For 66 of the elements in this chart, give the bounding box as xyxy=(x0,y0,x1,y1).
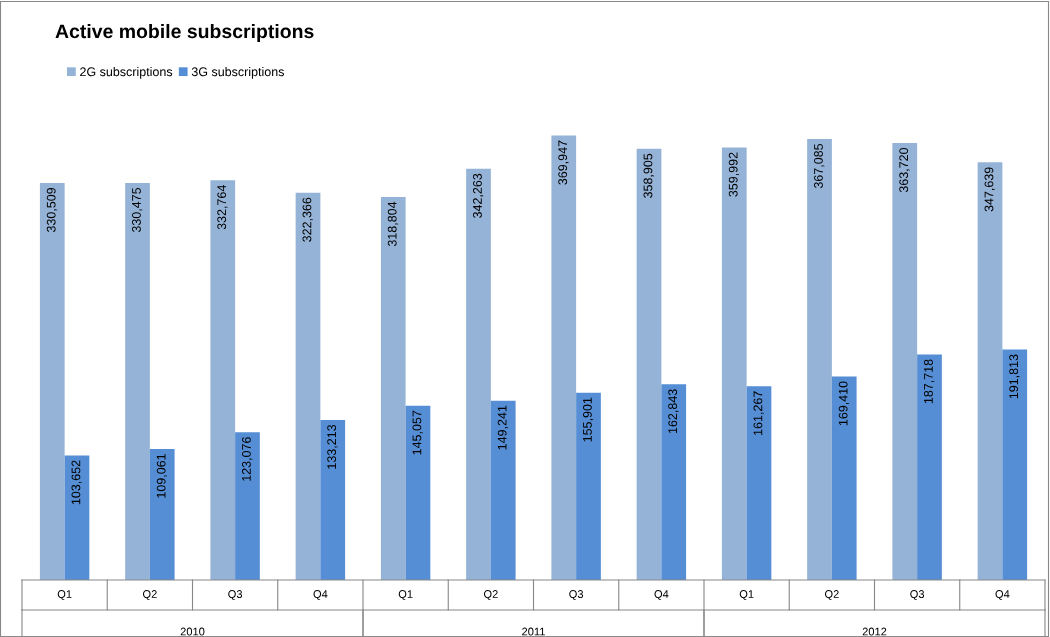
bar xyxy=(39,182,65,580)
bar xyxy=(977,162,1003,580)
x-tick-label: Q4 xyxy=(313,590,328,600)
x-tick-label: Q2 xyxy=(824,590,839,600)
data-label: 332,764 xyxy=(217,185,228,230)
data-label: 162,843 xyxy=(668,389,679,434)
data-label: 363,720 xyxy=(899,147,910,193)
text: 2010 xyxy=(180,627,205,636)
data-label: 123,076 xyxy=(241,437,253,481)
x-tick-label: Q1 xyxy=(739,590,754,600)
chart-title: Active mobile subscriptions xyxy=(55,23,314,43)
x-tick-label: Q2 xyxy=(142,590,157,600)
text: 2012 xyxy=(862,627,887,636)
x-tick-label: Q3 xyxy=(910,590,925,600)
bar xyxy=(149,448,175,580)
bar xyxy=(380,197,406,580)
data-label: 169,410 xyxy=(838,381,850,426)
bar xyxy=(490,400,516,580)
x-tick-label: Q2 xyxy=(483,590,498,600)
data-label: 347,639 xyxy=(984,167,995,212)
data-label: 103,652 xyxy=(71,460,82,505)
data-label: 155,901 xyxy=(582,397,594,442)
bar xyxy=(64,455,90,580)
bar xyxy=(320,419,346,580)
bar xyxy=(210,180,236,580)
x-tick-label: Q1 xyxy=(57,590,72,600)
x-tick-label: Q4 xyxy=(654,590,669,600)
data-label: 367,085 xyxy=(814,143,825,189)
data-label: 145,057 xyxy=(412,410,423,455)
bar xyxy=(917,354,942,580)
data-label: 322,366 xyxy=(302,197,313,242)
bar xyxy=(551,135,577,580)
data-label: 109,061 xyxy=(156,454,168,498)
data-label: 191,813 xyxy=(1009,354,1020,399)
x-tick-label: Q1 xyxy=(398,590,413,600)
data-label: 161,267 xyxy=(753,391,764,435)
legend-label: 3G subscriptions xyxy=(191,67,284,79)
bar xyxy=(831,376,857,580)
bar xyxy=(892,143,918,580)
bar xyxy=(1002,349,1028,580)
data-label: 318,804 xyxy=(387,201,399,247)
bar xyxy=(405,405,431,580)
bar xyxy=(576,392,601,580)
bar xyxy=(746,386,772,580)
x-tick-label: Q4 xyxy=(995,590,1010,600)
legend-label: 2G subscriptions xyxy=(80,67,173,79)
data-label: 358,905 xyxy=(643,153,654,198)
x-tick-label: Q3 xyxy=(569,590,584,600)
bar xyxy=(721,147,747,580)
bar xyxy=(661,384,687,580)
data-label: 369,947 xyxy=(558,140,569,185)
x-tick-label: Q3 xyxy=(228,590,243,600)
data-label: 149,241 xyxy=(497,405,509,450)
data-label: 342,263 xyxy=(473,173,484,218)
bar xyxy=(125,182,150,580)
data-label: 133,213 xyxy=(327,424,338,469)
data-label: 359,992 xyxy=(728,152,740,197)
text: 2011 xyxy=(522,627,545,636)
data-label: 330,475 xyxy=(132,187,143,233)
bar xyxy=(807,138,832,580)
bar xyxy=(636,148,662,580)
data-label: 187,718 xyxy=(923,359,935,404)
bar xyxy=(466,168,491,580)
bar xyxy=(295,192,321,580)
data-label: 330,509 xyxy=(46,187,58,233)
bar xyxy=(235,432,260,580)
